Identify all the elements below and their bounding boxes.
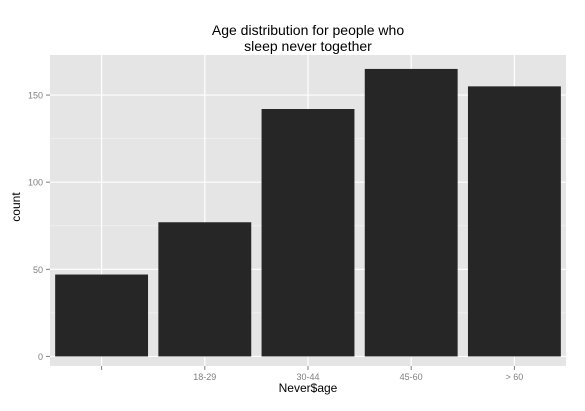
- bar: [364, 68, 458, 357]
- y-tick-label: 150: [28, 91, 43, 101]
- x-tick-label: 30-44: [296, 372, 319, 382]
- bar: [55, 274, 149, 357]
- chart-title-line-1: Age distribution for people who: [211, 22, 405, 38]
- chart-title-line-2: sleep never together: [244, 38, 372, 54]
- bar: [158, 222, 252, 357]
- y-tick-label: 100: [28, 178, 43, 188]
- bars: [55, 68, 561, 357]
- y-axis-label: count: [9, 192, 23, 222]
- y-tick-label: 50: [33, 265, 43, 275]
- x-axis-ticks: 18-29 30-44 45-60 > 60: [101, 366, 524, 382]
- x-tick-label: > 60: [506, 372, 524, 382]
- x-tick-label: 18-29: [193, 372, 216, 382]
- x-axis-label: Never$age: [278, 381, 338, 395]
- bar: [467, 86, 561, 357]
- x-tick-label: 45-60: [400, 372, 423, 382]
- y-axis-ticks: 0 50 100 150: [28, 91, 50, 362]
- bar: [261, 109, 355, 357]
- y-tick-label: 0: [38, 352, 43, 362]
